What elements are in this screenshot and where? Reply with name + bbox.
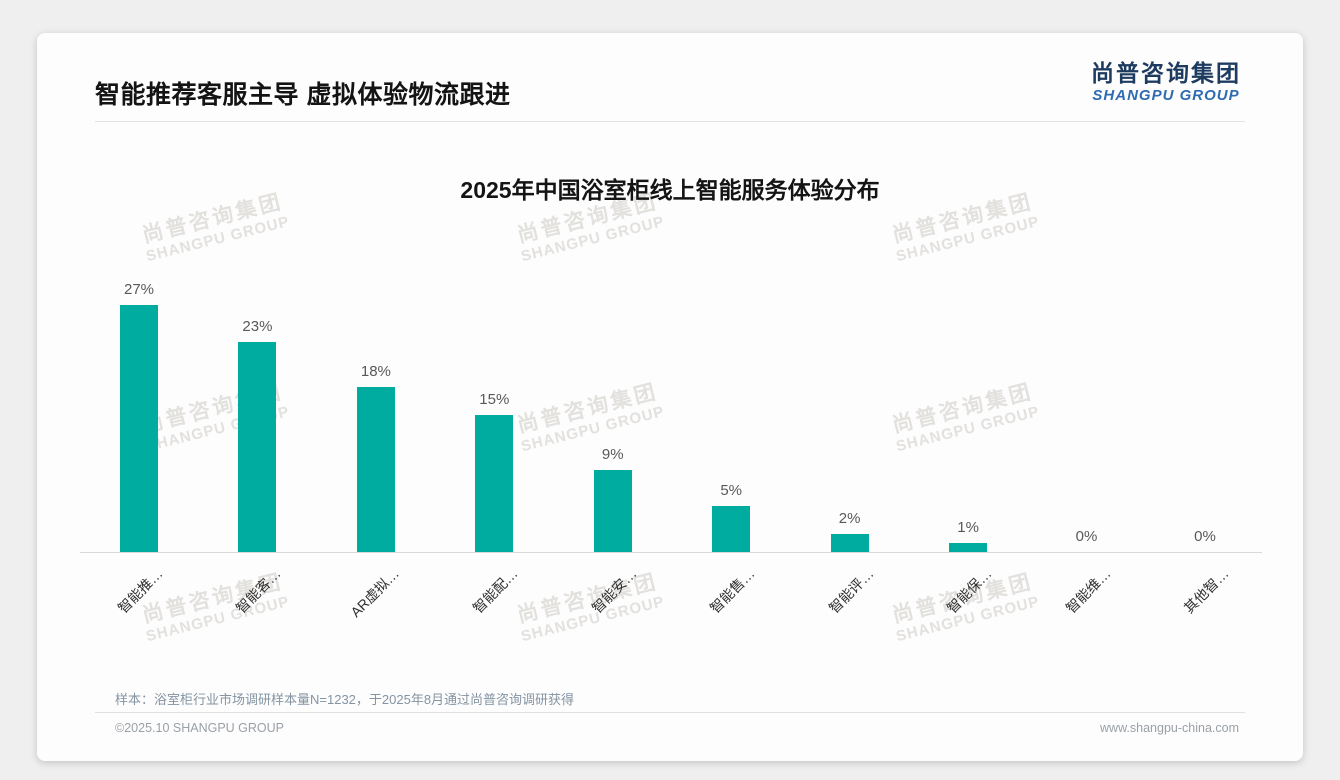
- watermark-en-text: SHANGPU GROUP: [144, 593, 292, 646]
- bar-value-label: 18%: [360, 363, 391, 380]
- watermark-en-text: SHANGPU GROUP: [144, 213, 292, 266]
- x-axis-label: 智能维…: [1062, 565, 1114, 617]
- x-axis-line: [80, 552, 1262, 553]
- watermark-en-text: SHANGPU GROUP: [519, 593, 667, 646]
- bar-value-label: 23%: [242, 318, 273, 335]
- header-divider: [95, 121, 1245, 122]
- bar-value-label: 0%: [1075, 528, 1098, 545]
- x-axis-label: 智能售…: [706, 565, 758, 617]
- bar: [120, 305, 158, 552]
- watermark: 尚普咨询集团 SHANGPU GROUP: [873, 566, 1058, 650]
- bar: [238, 342, 277, 552]
- bar-value-label: 27%: [123, 281, 155, 298]
- page-title: 智能推荐客服主导 虚拟体验物流跟进: [95, 81, 511, 109]
- watermark-cn-text: 尚普咨询集团: [515, 380, 661, 438]
- bar: [949, 543, 988, 552]
- x-axis-label: 智能安…: [588, 565, 640, 617]
- company-logo: 尚普咨询集团 SHANGPU GROUP: [1091, 59, 1241, 104]
- slide-card: 尚普咨询集团 SHANGPU GROUP 尚普咨询集团 SHANGPU GROUP 尚普…: [37, 33, 1303, 761]
- bar-value-label: 15%: [479, 391, 510, 408]
- x-axis-label: 智能客…: [233, 565, 285, 617]
- bar: [356, 387, 395, 552]
- copyright-text: ©2025.10 SHANGPU GROUP: [115, 721, 284, 735]
- chart-title: 2025年中国浴室柜线上智能服务体验分布: [460, 177, 880, 203]
- watermark-en-text: SHANGPU GROUP: [519, 213, 667, 266]
- watermark: 尚普咨询集团 SHANGPU GROUP: [498, 566, 683, 650]
- bar: [712, 506, 751, 552]
- bar-value-label: 2%: [838, 510, 861, 527]
- watermark-en-text: SHANGPU GROUP: [894, 403, 1042, 456]
- x-axis-label: AR虚拟…: [347, 565, 403, 621]
- website-text: www.shangpu-china.com: [1100, 721, 1239, 735]
- logo-english-text: SHANGPU GROUP: [1092, 87, 1240, 104]
- bar: [593, 470, 632, 552]
- sample-note: 样本：浴室柜行业市场调研样本量N=1232，于2025年8月通过尚普咨询调研获得: [115, 692, 575, 707]
- x-axis-label: 智能推…: [114, 565, 166, 617]
- footer-divider: [95, 712, 1245, 713]
- bar: [475, 415, 514, 552]
- x-axis-label: 智能评…: [825, 565, 877, 617]
- bar-value-label: 9%: [601, 446, 624, 463]
- bar-value-label: 0%: [1194, 528, 1216, 545]
- bar-value-label: 1%: [957, 519, 979, 536]
- watermark: 尚普咨询集团 SHANGPU GROUP: [873, 376, 1058, 460]
- x-axis-label: 智能保…: [943, 565, 995, 617]
- watermark-cn-text: 尚普咨询集团: [515, 570, 661, 628]
- logo-chinese-text: 尚普咨询集团: [1091, 60, 1241, 86]
- watermark-en-text: SHANGPU GROUP: [894, 213, 1042, 266]
- watermark-cn-text: 尚普咨询集团: [890, 380, 1036, 438]
- x-axis-label: 智能配…: [470, 565, 521, 617]
- bar-value-label: 5%: [720, 482, 743, 499]
- x-axis-label: 其他智…: [1180, 565, 1232, 617]
- bar: [830, 534, 869, 552]
